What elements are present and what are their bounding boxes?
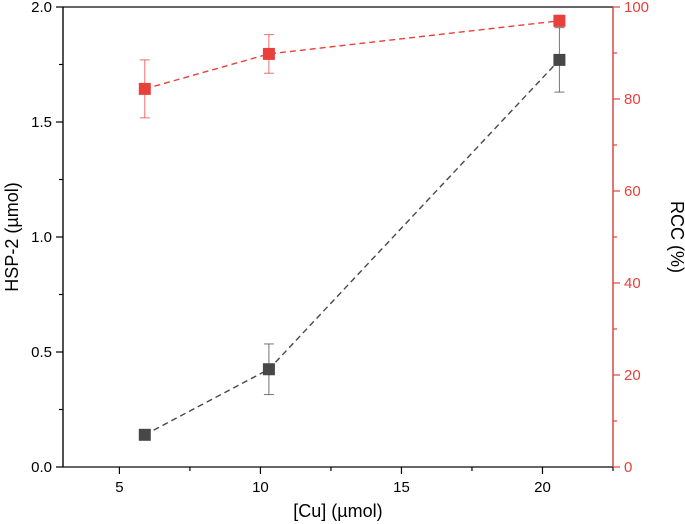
data-point-marker bbox=[138, 82, 151, 95]
right-y-tick-label: 60 bbox=[624, 183, 641, 200]
x-tick-label: 5 bbox=[115, 479, 123, 496]
left-y-tick-label: 1.0 bbox=[31, 229, 52, 246]
series-rcc bbox=[138, 14, 566, 119]
ticks-layer: 5 10 15 20 0.0 0.5 1.0 1.5 2.0 0 20 40 60 80 100 bbox=[31, 0, 649, 496]
right-y-tick-label: 100 bbox=[624, 0, 649, 16]
left-y-tick-label: 2.0 bbox=[31, 0, 52, 16]
right-y-axis-title: RCC (%) bbox=[667, 201, 685, 273]
data-point-marker bbox=[553, 53, 566, 66]
data-point-marker bbox=[553, 14, 566, 27]
right-y-tick-label: 80 bbox=[624, 91, 641, 108]
plot-frame bbox=[62, 6, 614, 468]
x-tick-label: 15 bbox=[393, 479, 410, 496]
left-y-tick-label: 0.0 bbox=[31, 459, 52, 476]
left-y-axis-title: HSP-2 (µmol) bbox=[2, 182, 22, 291]
right-y-tick-label: 20 bbox=[624, 367, 641, 384]
right-y-tick-label: 40 bbox=[624, 275, 641, 292]
left-y-tick-label: 1.5 bbox=[31, 114, 52, 131]
data-point-marker bbox=[138, 428, 151, 441]
series-connecting-line bbox=[144, 20, 560, 90]
right-y-tick-label: 0 bbox=[624, 459, 632, 476]
x-axis-title: [Cu] (µmol) bbox=[293, 501, 382, 521]
left-y-tick-label: 0.5 bbox=[31, 344, 52, 361]
x-tick-label: 20 bbox=[534, 479, 551, 496]
series-hsp-2 bbox=[138, 27, 566, 441]
series-layer bbox=[138, 14, 566, 441]
series-connecting-line bbox=[144, 59, 560, 436]
data-point-marker bbox=[262, 363, 275, 376]
data-point-marker bbox=[262, 47, 275, 60]
x-tick-label: 10 bbox=[252, 479, 269, 496]
